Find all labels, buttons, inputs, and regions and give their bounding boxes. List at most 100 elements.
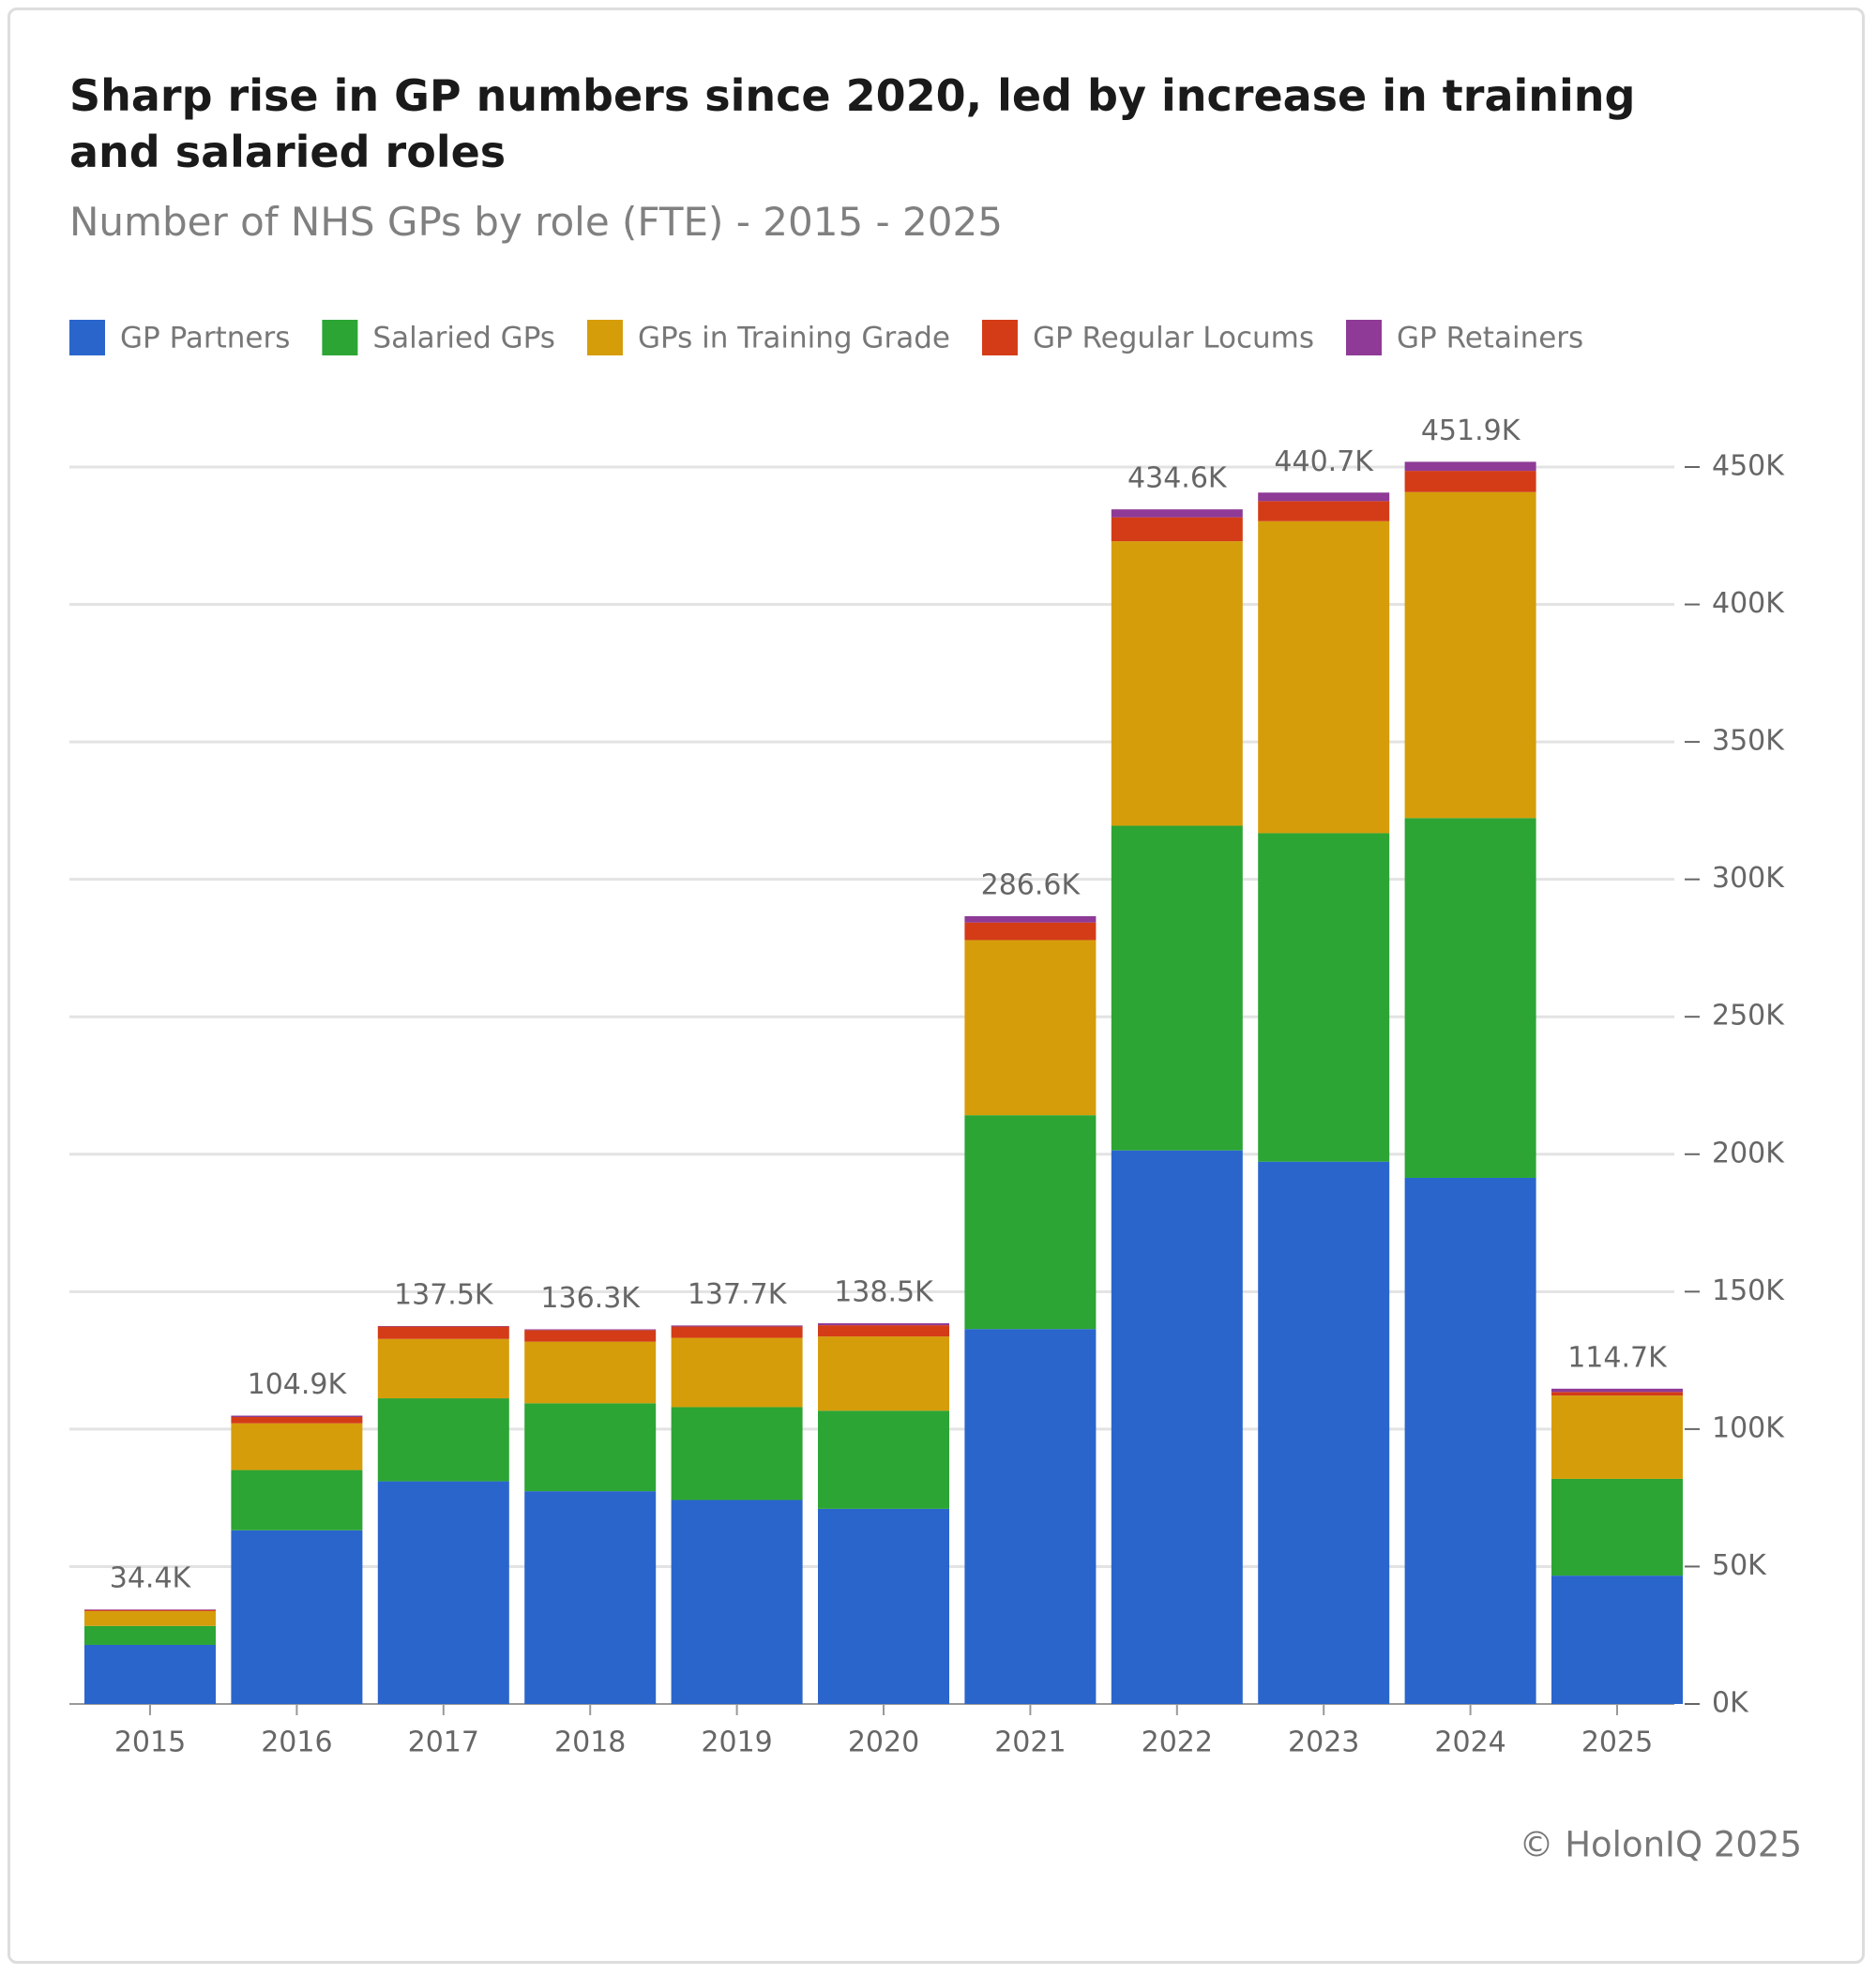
- y-tick-label: 150K: [1712, 1274, 1785, 1307]
- legend-swatch: [981, 320, 1018, 355]
- bar-segment: [671, 1500, 803, 1704]
- bar-segment: [231, 1530, 363, 1704]
- bar-segment: [671, 1337, 803, 1408]
- chart-subtitle: Number of NHS GPs by role (FTE) - 2015 -…: [69, 199, 1003, 245]
- total-label: 434.6K: [1127, 462, 1228, 495]
- bar-segment: [84, 1609, 216, 1611]
- bar-segment: [671, 1407, 803, 1500]
- bar-segment: [1258, 492, 1390, 502]
- bar-segment: [1551, 1395, 1683, 1479]
- bar-segment: [671, 1325, 803, 1327]
- bar-segment: [524, 1330, 657, 1342]
- y-tick-label: 100K: [1712, 1411, 1785, 1444]
- legend-swatch: [69, 320, 105, 355]
- y-tick-label: 0K: [1712, 1687, 1749, 1720]
- bar-segment: [1111, 509, 1243, 518]
- bar-segment: [818, 1323, 949, 1326]
- bar-segment: [377, 1338, 509, 1399]
- total-label: 138.5K: [834, 1276, 934, 1309]
- y-tick-label: 250K: [1712, 1000, 1785, 1033]
- bar-segment: [377, 1398, 509, 1482]
- x-tick-label: 2024: [1434, 1726, 1505, 1759]
- bar-segment: [964, 940, 1097, 1116]
- bar-segment: [524, 1491, 657, 1704]
- bar-segment: [818, 1336, 949, 1411]
- x-tick-label: 2020: [848, 1726, 919, 1759]
- total-label: 104.9K: [248, 1368, 348, 1401]
- legend-swatch: [322, 320, 358, 355]
- bar-segment: [1111, 541, 1243, 826]
- bar-segment: [1551, 1478, 1683, 1576]
- bar-segment: [84, 1609, 216, 1610]
- bar-segment: [84, 1625, 216, 1645]
- total-label: 451.9K: [1421, 415, 1521, 447]
- bar-segment: [231, 1415, 363, 1417]
- bar-segment: [964, 1329, 1097, 1704]
- bar-segment: [231, 1416, 363, 1424]
- legend-label: GPs in Training Grade: [638, 322, 950, 355]
- total-label: 34.4K: [110, 1562, 192, 1595]
- legend-label: GP Regular Locums: [1033, 322, 1314, 355]
- bar-segment: [84, 1610, 216, 1626]
- total-label: 114.7K: [1567, 1341, 1668, 1374]
- x-tick-label: 2023: [1288, 1726, 1359, 1759]
- bar-segment: [1258, 501, 1390, 521]
- bar-segment: [1111, 825, 1243, 1151]
- bar-segment: [1551, 1575, 1683, 1704]
- bar-segment: [1258, 1161, 1390, 1704]
- bar-segment: [1551, 1392, 1683, 1396]
- bar-segment: [1404, 818, 1536, 1178]
- bar-segment: [377, 1481, 509, 1704]
- total-label: 136.3K: [540, 1282, 641, 1315]
- x-tick-label: 2025: [1581, 1726, 1653, 1759]
- bar-segment: [1404, 1177, 1536, 1704]
- bar-segment: [1404, 461, 1536, 472]
- credit: © HolonIQ 2025: [1519, 1825, 1802, 1865]
- y-tick-label: 200K: [1712, 1137, 1785, 1169]
- bar-segment: [524, 1403, 657, 1492]
- bar-segment: [1111, 517, 1243, 542]
- y-tick-label: 350K: [1712, 725, 1785, 758]
- x-tick-label: 2017: [408, 1726, 479, 1759]
- x-tick-label: 2015: [114, 1726, 186, 1759]
- bar-segment: [818, 1508, 949, 1704]
- x-tick-label: 2018: [554, 1726, 626, 1759]
- total-label: 137.7K: [688, 1278, 788, 1311]
- x-tick-label: 2016: [261, 1726, 332, 1759]
- bar-segment: [1404, 471, 1536, 492]
- bar-segment: [818, 1410, 949, 1509]
- legend-label: Salaried GPs: [372, 322, 555, 355]
- bar-segment: [84, 1644, 216, 1704]
- bar-segment: [377, 1325, 509, 1327]
- y-tick-label: 400K: [1712, 587, 1785, 620]
- y-tick-label: 450K: [1712, 450, 1785, 483]
- bar-segment: [524, 1341, 657, 1404]
- legend-swatch: [586, 320, 623, 355]
- bar-segment: [964, 922, 1097, 941]
- bar-segment: [964, 915, 1097, 923]
- total-label: 440.7K: [1274, 445, 1374, 478]
- bar-segment: [377, 1326, 509, 1339]
- bar-segment: [231, 1423, 363, 1470]
- bar-segment: [1258, 520, 1390, 834]
- x-tick-label: 2019: [701, 1726, 772, 1759]
- y-tick-label: 50K: [1712, 1549, 1767, 1582]
- bar-segment: [1111, 1150, 1243, 1704]
- total-label: 286.6K: [981, 868, 1082, 901]
- bar-segment: [1551, 1388, 1683, 1393]
- frame: [8, 8, 1865, 1964]
- legend-label: GP Retainers: [1397, 322, 1583, 355]
- chart-title: Sharp rise in GP numbers since 2020, led…: [69, 70, 1636, 177]
- bar-segment: [671, 1326, 803, 1338]
- legend-swatch: [1346, 320, 1383, 355]
- bar-segment: [231, 1470, 363, 1530]
- total-label: 137.5K: [394, 1278, 494, 1311]
- x-tick-label: 2021: [994, 1726, 1066, 1759]
- bar-segment: [818, 1325, 949, 1337]
- y-tick-label: 300K: [1712, 862, 1785, 895]
- bar-segment: [1258, 833, 1390, 1162]
- bar-segment: [524, 1329, 657, 1331]
- legend-label: GP Partners: [120, 322, 290, 355]
- bar-segment: [1404, 491, 1536, 819]
